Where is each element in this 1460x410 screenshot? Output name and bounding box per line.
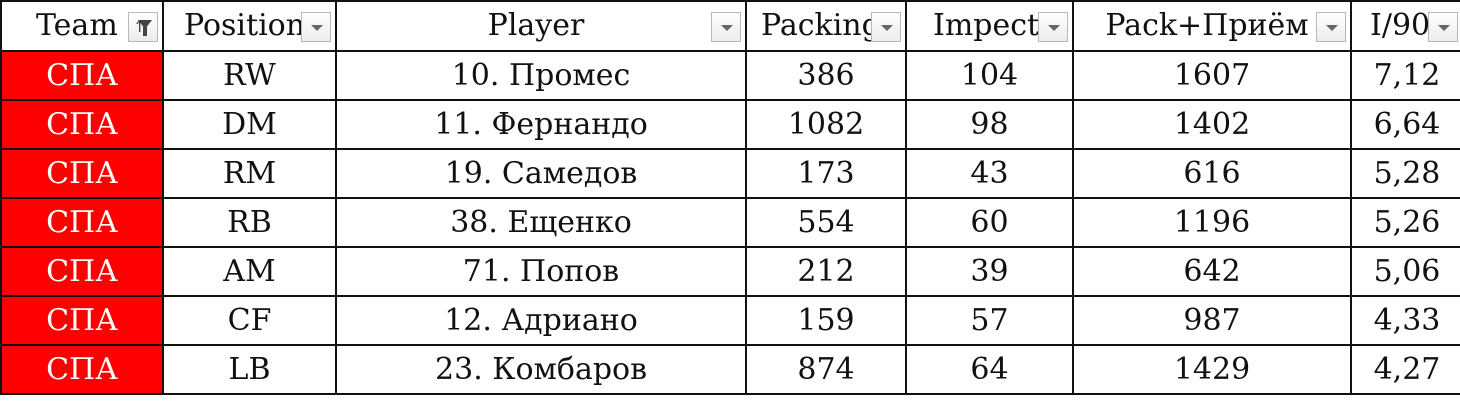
header-label: Packing [761, 8, 881, 43]
header-label: Impect [933, 8, 1040, 43]
cell-packing[interactable]: 554 [745, 197, 907, 248]
header-position[interactable]: Position [162, 0, 337, 52]
cell-impect[interactable]: 98 [905, 99, 1074, 150]
cell-impect[interactable]: 57 [905, 295, 1074, 346]
player-stats-table: Team ↑ Position Player Packing Impect Pack+При… [0, 0, 1460, 395]
cell-position[interactable]: LB [162, 344, 337, 395]
table-row: СПА AM 71. Попов 212 39 642 5,06 [0, 246, 1460, 297]
cell-pack-priyom[interactable]: 1607 [1072, 50, 1352, 101]
cell-team[interactable]: СПА [0, 344, 164, 395]
cell-team[interactable]: СПА [0, 295, 164, 346]
filter-dropdown-button[interactable] [871, 12, 901, 42]
table-row: СПА CF 12. Адриано 159 57 987 4,33 [0, 295, 1460, 346]
table-row: СПА LB 23. Комбаров 874 64 1429 4,27 [0, 344, 1460, 395]
cell-i90[interactable]: 4,27 [1350, 344, 1460, 395]
cell-i90[interactable]: 5,06 [1350, 246, 1460, 297]
cell-player[interactable]: 23. Комбаров [335, 344, 747, 395]
cell-impect[interactable]: 60 [905, 197, 1074, 248]
cell-packing[interactable]: 173 [745, 148, 907, 199]
cell-i90[interactable]: 4,33 [1350, 295, 1460, 346]
chevron-down-icon [311, 25, 323, 31]
filter-dropdown-button[interactable] [711, 12, 741, 42]
cell-player[interactable]: 19. Самедов [335, 148, 747, 199]
cell-position[interactable]: CF [162, 295, 337, 346]
cell-impect[interactable]: 43 [905, 148, 1074, 199]
header-label: Pack+Приём [1105, 8, 1309, 43]
cell-player[interactable]: 12. Адриано [335, 295, 747, 346]
cell-team[interactable]: СПА [0, 197, 164, 248]
cell-i90[interactable]: 5,26 [1350, 197, 1460, 248]
filter-funnel-icon [138, 20, 152, 29]
cell-impect[interactable]: 104 [905, 50, 1074, 101]
table-row: СПА RW 10. Промес 386 104 1607 7,12 [0, 50, 1460, 101]
cell-impect[interactable]: 39 [905, 246, 1074, 297]
cell-team[interactable]: СПА [0, 99, 164, 150]
cell-team[interactable]: СПА [0, 50, 164, 101]
cell-team[interactable]: СПА [0, 148, 164, 199]
header-row: Team ↑ Position Player Packing Impect Pack+При… [0, 0, 1460, 52]
filter-dropdown-button[interactable] [1038, 12, 1068, 42]
header-player[interactable]: Player [335, 0, 747, 52]
header-label: Team [36, 8, 118, 43]
header-label: Player [487, 8, 585, 43]
header-packing[interactable]: Packing [745, 0, 907, 52]
cell-position[interactable]: RW [162, 50, 337, 101]
cell-player[interactable]: 38. Ещенко [335, 197, 747, 248]
header-team[interactable]: Team ↑ [0, 0, 164, 52]
cell-position[interactable]: RM [162, 148, 337, 199]
chevron-down-icon [721, 25, 733, 31]
cell-team[interactable]: СПА [0, 246, 164, 297]
chevron-down-icon [881, 25, 893, 31]
cell-packing[interactable]: 212 [745, 246, 907, 297]
filter-dropdown-button[interactable] [1316, 12, 1346, 42]
filter-sort-button[interactable]: ↑ [128, 12, 158, 42]
cell-i90[interactable]: 6,64 [1350, 99, 1460, 150]
cell-pack-priyom[interactable]: 987 [1072, 295, 1352, 346]
header-label: I/90 [1370, 8, 1431, 43]
chevron-down-icon [1438, 25, 1450, 31]
cell-packing[interactable]: 1082 [745, 99, 907, 150]
cell-pack-priyom[interactable]: 1196 [1072, 197, 1352, 248]
cell-packing[interactable]: 386 [745, 50, 907, 101]
cell-position[interactable]: DM [162, 99, 337, 150]
cell-player[interactable]: 10. Промес [335, 50, 747, 101]
cell-i90[interactable]: 5,28 [1350, 148, 1460, 199]
header-impect[interactable]: Impect [905, 0, 1074, 52]
cell-pack-priyom[interactable]: 616 [1072, 148, 1352, 199]
cell-impect[interactable]: 64 [905, 344, 1074, 395]
cell-position[interactable]: RB [162, 197, 337, 248]
header-i90[interactable]: I/90 [1350, 0, 1460, 52]
header-label: Position [184, 8, 306, 43]
filter-dropdown-button[interactable] [1428, 12, 1458, 42]
cell-position[interactable]: AM [162, 246, 337, 297]
filter-funnel-stem [143, 27, 147, 36]
cell-pack-priyom[interactable]: 642 [1072, 246, 1352, 297]
cell-player[interactable]: 11. Фернандо [335, 99, 747, 150]
cell-pack-priyom[interactable]: 1402 [1072, 99, 1352, 150]
table-row: СПА RM 19. Самедов 173 43 616 5,28 [0, 148, 1460, 199]
table-row: СПА DM 11. Фернандо 1082 98 1402 6,64 [0, 99, 1460, 150]
cell-pack-priyom[interactable]: 1429 [1072, 344, 1352, 395]
cell-packing[interactable]: 159 [745, 295, 907, 346]
chevron-down-icon [1048, 25, 1060, 31]
table-row: СПА RB 38. Ещенко 554 60 1196 5,26 [0, 197, 1460, 248]
cell-player[interactable]: 71. Попов [335, 246, 747, 297]
cell-packing[interactable]: 874 [745, 344, 907, 395]
chevron-down-icon [1326, 25, 1338, 31]
cell-i90[interactable]: 7,12 [1350, 50, 1460, 101]
header-pack-priyom[interactable]: Pack+Приём [1072, 0, 1352, 52]
filter-dropdown-button[interactable] [301, 12, 331, 42]
